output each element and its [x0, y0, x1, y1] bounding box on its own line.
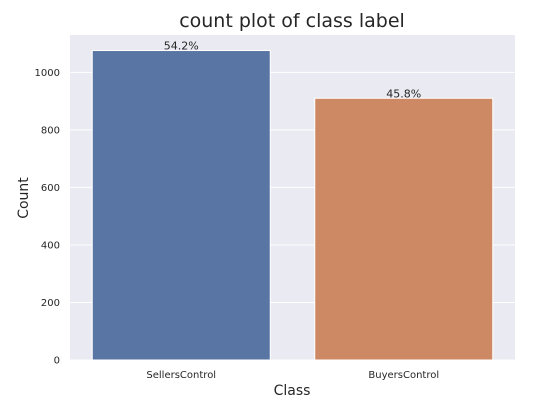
y-tick-label: 600 [41, 183, 60, 194]
x-ticks: SellersControl BuyersControl [146, 370, 439, 381]
y-ticks: 0 200 400 600 800 1000 [35, 68, 60, 367]
bar-percent-label: 45.8% [386, 87, 421, 100]
bar-percent-label: 54.2% [164, 40, 199, 53]
bar-sellerscontrol [91, 50, 271, 361]
y-tick-label: 400 [41, 240, 60, 251]
y-axis-label: Count [16, 177, 32, 219]
x-tick-label: BuyersControl [368, 370, 439, 381]
y-tick-label: 200 [41, 298, 60, 309]
x-axis-label: Class [274, 383, 311, 399]
bars [91, 50, 494, 361]
y-tick-label: 800 [41, 125, 60, 136]
data-labels: 54.2% 45.8% [164, 40, 421, 101]
bar-buyerscontrol [314, 97, 494, 361]
x-tick-label: SellersControl [146, 370, 216, 381]
chart-title: count plot of class label [179, 10, 405, 32]
y-tick-label: 1000 [35, 68, 60, 79]
y-tick-label: 0 [54, 356, 60, 367]
